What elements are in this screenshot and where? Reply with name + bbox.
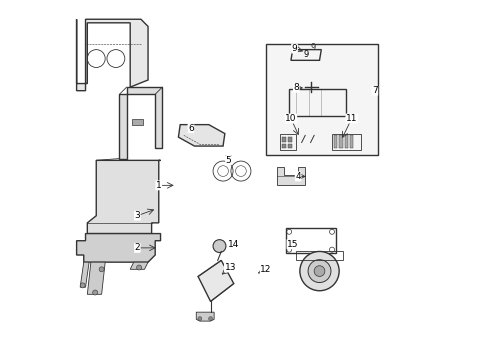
- Polygon shape: [80, 262, 89, 287]
- Polygon shape: [130, 262, 148, 269]
- Text: 12: 12: [260, 265, 271, 274]
- Circle shape: [208, 317, 212, 320]
- Bar: [265, 44, 378, 155]
- Bar: [344, 135, 347, 148]
- Text: 10: 10: [285, 114, 296, 123]
- Polygon shape: [77, 19, 148, 91]
- Circle shape: [313, 266, 324, 276]
- Text: 14: 14: [227, 240, 239, 249]
- Circle shape: [213, 240, 225, 252]
- Text: 13: 13: [224, 263, 236, 272]
- Polygon shape: [178, 125, 224, 146]
- Bar: [287, 138, 292, 142]
- Polygon shape: [87, 160, 160, 234]
- Polygon shape: [198, 260, 233, 301]
- Circle shape: [99, 267, 104, 272]
- Circle shape: [136, 265, 142, 270]
- Text: 7: 7: [371, 86, 377, 95]
- Text: 6: 6: [188, 124, 193, 133]
- Text: 9: 9: [310, 42, 315, 51]
- Circle shape: [307, 260, 330, 283]
- Text: 3: 3: [134, 211, 140, 220]
- Bar: [287, 144, 292, 148]
- Bar: [280, 134, 296, 150]
- Bar: [339, 135, 342, 148]
- Bar: [331, 134, 360, 150]
- Circle shape: [80, 283, 85, 288]
- Text: 9: 9: [303, 50, 308, 59]
- Bar: [333, 135, 337, 148]
- Text: 15: 15: [286, 240, 298, 249]
- Bar: [349, 135, 353, 148]
- Polygon shape: [276, 167, 305, 185]
- Circle shape: [93, 290, 98, 295]
- Bar: [282, 144, 285, 148]
- Polygon shape: [77, 234, 160, 262]
- Polygon shape: [132, 119, 142, 125]
- Text: 5: 5: [225, 156, 231, 165]
- Text: 1: 1: [156, 181, 162, 190]
- Polygon shape: [119, 87, 162, 158]
- Text: 2: 2: [134, 243, 140, 252]
- Circle shape: [198, 317, 202, 320]
- Circle shape: [299, 251, 339, 291]
- Polygon shape: [87, 262, 105, 294]
- Bar: [282, 138, 285, 142]
- Text: 4: 4: [295, 172, 300, 181]
- Polygon shape: [196, 312, 214, 321]
- Text: 9: 9: [291, 44, 297, 53]
- Text: 8: 8: [293, 83, 299, 92]
- Text: 11: 11: [345, 114, 357, 123]
